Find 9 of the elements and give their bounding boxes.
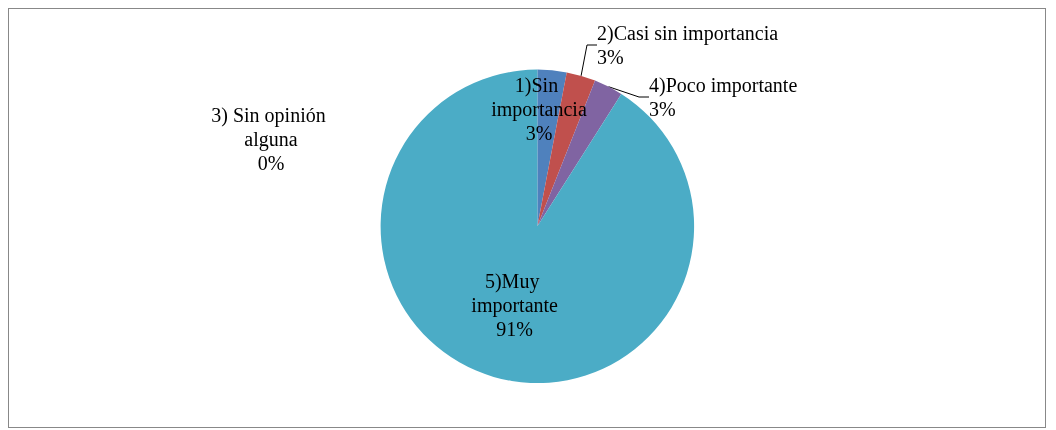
slice-label: 5)Muy importante bbox=[471, 269, 559, 317]
slice-label: 4)Poco importante bbox=[649, 74, 798, 97]
data-label: 3% bbox=[597, 46, 624, 68]
slice-label: 2)Casi sin importancia bbox=[597, 22, 779, 45]
text: 0% bbox=[257, 152, 285, 174]
data-label: 91% bbox=[496, 317, 533, 340]
data-label: 3% bbox=[525, 122, 553, 144]
category-label: 3) Sin opinión alguna bbox=[211, 104, 326, 150]
data-label: 3% bbox=[649, 98, 676, 120]
